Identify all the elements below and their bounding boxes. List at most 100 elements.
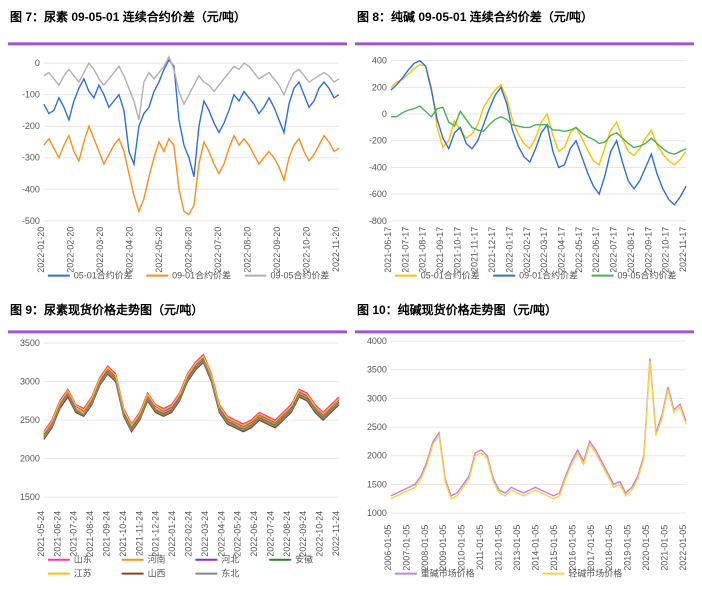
svg-text:2022-10-24: 2022-10-24 (315, 511, 325, 557)
svg-text:09-05合约价差: 09-05合约价差 (618, 270, 677, 281)
svg-text:3000: 3000 (20, 377, 40, 387)
svg-text:山西: 山西 (148, 569, 166, 579)
svg-text:3000: 3000 (367, 393, 387, 403)
svg-text:1500: 1500 (367, 479, 387, 489)
svg-text:-400: -400 (22, 184, 40, 194)
svg-text:2022-10-17: 2022-10-17 (661, 227, 671, 273)
svg-text:2022-02-24: 2022-02-24 (183, 511, 193, 557)
svg-text:山东: 山东 (74, 554, 92, 565)
svg-text:2013-01-05: 2013-01-05 (512, 525, 522, 571)
svg-text:2500: 2500 (20, 415, 40, 425)
svg-text:2022-04-24: 2022-04-24 (216, 511, 226, 557)
svg-text:2010-01-05: 2010-01-05 (457, 525, 467, 571)
svg-text:2009-01-05: 2009-01-05 (438, 525, 448, 571)
svg-text:2007-01-05: 2007-01-05 (401, 525, 411, 571)
svg-text:2022-07-24: 2022-07-24 (265, 511, 275, 557)
svg-text:2022-07-17: 2022-07-17 (609, 227, 619, 273)
svg-text:2021-01-05: 2021-01-05 (660, 525, 670, 571)
svg-text:河南: 河南 (148, 554, 166, 565)
svg-text:2500: 2500 (367, 422, 387, 432)
svg-text:2000: 2000 (20, 454, 40, 464)
svg-text:05-01合约价差: 05-01合约价差 (421, 270, 480, 281)
svg-text:3500: 3500 (367, 365, 387, 375)
svg-text:2022-06-17: 2022-06-17 (591, 227, 601, 273)
svg-text:0: 0 (35, 58, 40, 68)
svg-text:重碱市场价格: 重碱市场价格 (421, 568, 475, 579)
svg-text:2021-10-24: 2021-10-24 (118, 511, 128, 557)
svg-text:2022-08-17: 2022-08-17 (626, 227, 636, 273)
svg-text:2021-07-17: 2021-07-17 (400, 227, 410, 273)
svg-text:2014-01-05: 2014-01-05 (530, 525, 540, 571)
svg-text:2021-05-24: 2021-05-24 (36, 511, 46, 557)
svg-text:2022-04-20: 2022-04-20 (124, 227, 134, 273)
svg-text:河北: 河北 (221, 554, 239, 565)
svg-text:-300: -300 (22, 153, 40, 163)
svg-text:2022-02-17: 2022-02-17 (522, 227, 532, 273)
svg-text:2022-04-17: 2022-04-17 (556, 227, 566, 273)
svg-text:2022-01-24: 2022-01-24 (167, 511, 177, 557)
svg-text:2008-01-05: 2008-01-05 (420, 525, 430, 571)
svg-text:2022-09-17: 2022-09-17 (643, 227, 653, 273)
svg-text:2022-05-24: 2022-05-24 (233, 511, 243, 557)
chart8: -800-600-400-20002004002021-06-172021-07… (355, 31, 694, 293)
svg-text:2021-09-17: 2021-09-17 (435, 227, 445, 273)
fig7-title: 图 7：尿素 09-05-01 连续合约价差（元/吨） (8, 4, 347, 27)
svg-text:2018-01-05: 2018-01-05 (604, 525, 614, 571)
svg-text:-600: -600 (369, 189, 387, 199)
svg-text:2022-08-20: 2022-08-20 (242, 227, 252, 273)
svg-text:2021-06-17: 2021-06-17 (383, 227, 393, 273)
fig8-title: 图 8：纯碱 09-05-01 连续合约价差（元/吨） (355, 4, 694, 27)
svg-text:2022-11-17: 2022-11-17 (678, 227, 688, 272)
svg-text:200: 200 (372, 82, 387, 92)
svg-text:2011-01-05: 2011-01-05 (475, 525, 485, 570)
svg-text:4000: 4000 (367, 336, 387, 346)
svg-text:2022-07-20: 2022-07-20 (213, 227, 223, 273)
svg-text:2006-01-05: 2006-01-05 (383, 525, 393, 571)
svg-text:2022-05-20: 2022-05-20 (154, 227, 164, 273)
svg-text:400: 400 (372, 56, 387, 66)
svg-text:09-01合约价差: 09-01合约价差 (519, 270, 578, 281)
svg-text:2022-11-20: 2022-11-20 (331, 227, 341, 272)
svg-text:2021-06-24: 2021-06-24 (52, 511, 62, 557)
svg-text:-200: -200 (22, 121, 40, 131)
svg-text:-500: -500 (22, 216, 40, 226)
chart10: 1000 1500 2000 2500 3000 3500 4000 2006-01-05 20… (355, 324, 694, 586)
svg-text:09-01合约价差: 09-01合约价差 (172, 270, 231, 281)
svg-text:安徽: 安徽 (295, 554, 313, 565)
svg-text:2021-12-24: 2021-12-24 (151, 511, 161, 557)
svg-text:1000: 1000 (367, 508, 387, 518)
fig10-title: 图 10：纯碱现货价格走势图（元/吨） (355, 297, 694, 320)
svg-text:2019-01-05: 2019-01-05 (623, 525, 633, 571)
svg-text:2022-10-20: 2022-10-20 (302, 227, 312, 273)
svg-text:2000: 2000 (367, 451, 387, 461)
chart-grid: 图 7：尿素 09-05-01 连续合约价差（元/吨） 图 8：纯碱 09-05… (0, 0, 702, 590)
svg-text:2022-03-24: 2022-03-24 (200, 511, 210, 557)
svg-text:3500: 3500 (20, 338, 40, 348)
svg-text:2022-01-17: 2022-01-17 (504, 227, 514, 273)
svg-text:09-05合约价差: 09-05合约价差 (271, 270, 330, 281)
svg-text:2016-01-05: 2016-01-05 (567, 525, 577, 571)
svg-text:2021-09-24: 2021-09-24 (101, 511, 111, 557)
svg-text:2021-08-17: 2021-08-17 (418, 227, 428, 273)
svg-text:2021-12-17: 2021-12-17 (487, 227, 497, 273)
svg-text:-200: -200 (369, 136, 387, 146)
svg-text:2021-11-24: 2021-11-24 (134, 511, 144, 556)
svg-text:2021-07-24: 2021-07-24 (69, 511, 79, 557)
fig9-title: 图 9：尿素现货价格走势图（元/吨） (8, 297, 347, 320)
svg-text:1500: 1500 (20, 492, 40, 502)
svg-text:2022-08-24: 2022-08-24 (282, 511, 292, 557)
svg-text:2021-08-24: 2021-08-24 (85, 511, 95, 557)
svg-text:江苏: 江苏 (74, 568, 92, 579)
svg-text:2017-01-05: 2017-01-05 (586, 525, 596, 571)
svg-text:2021-10-17: 2021-10-17 (452, 227, 462, 273)
svg-text:2012-01-05: 2012-01-05 (494, 525, 504, 571)
svg-text:2022-01-20: 2022-01-20 (36, 227, 46, 273)
chart9: 1500 2000 2500 3000 3500 2021-05-24 2021-06-24… (8, 324, 347, 586)
svg-text:-100: -100 (22, 90, 40, 100)
svg-text:2022-09-24: 2022-09-24 (298, 511, 308, 557)
svg-text:轻碱市场价格: 轻碱市场价格 (568, 568, 622, 579)
chart7: -500 -400 -300 -200 -100 0 2022-01-20 2022-02-2… (8, 31, 347, 293)
svg-text:2022-02-20: 2022-02-20 (65, 227, 75, 273)
svg-text:2021-11-17: 2021-11-17 (470, 227, 480, 272)
svg-text:2020-01-05: 2020-01-05 (641, 525, 651, 571)
